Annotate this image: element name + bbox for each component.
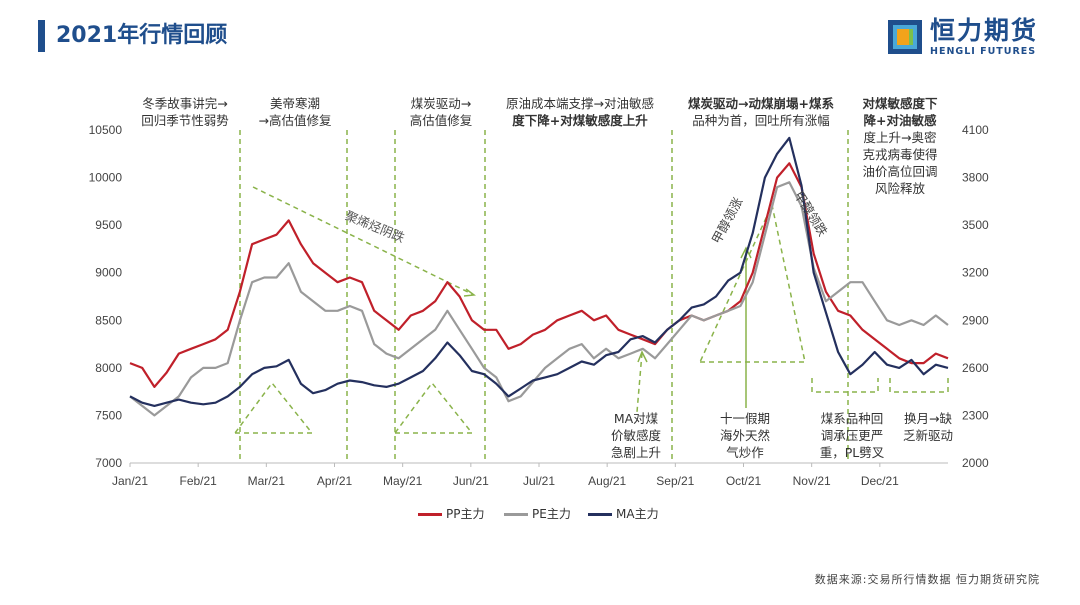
left-axis-tick-label: 7500 <box>95 408 122 422</box>
annotation-ma-sensitivity: MA对煤 价敏感度 急剧上升 <box>610 411 661 460</box>
right-axis-tick-label: 2300 <box>962 408 989 422</box>
x-axis-tick-label: Mar/21 <box>248 474 286 488</box>
downtrend-guide <box>252 186 473 295</box>
x-axis-tick-label: Sep/21 <box>656 474 694 488</box>
x-axis-tick-label: May/21 <box>383 474 423 488</box>
left-axis-tick-label: 10000 <box>89 171 123 185</box>
legend-item-ma: MA主力 <box>588 504 659 524</box>
x-axis-tick-label: Jan/21 <box>112 474 148 488</box>
annotation-omicron: 对煤敏感度下 降+对油敏感 度上升→奥密 克戎病毒使得 油价高位回调 风险释放 <box>862 96 938 196</box>
left-axis-tick-label: 9500 <box>95 218 122 232</box>
range-bracket <box>889 378 949 393</box>
legend-item-pe: PE主力 <box>504 504 571 524</box>
pointer-guide <box>636 352 643 413</box>
annotation-national-holiday: 十一假期 海外天然 气炒作 <box>719 411 770 460</box>
legend-swatch-ma <box>588 513 612 516</box>
right-axis-tick-label: 2000 <box>962 456 989 470</box>
trend-triangle <box>233 381 314 434</box>
logo-mark-icon <box>888 20 922 54</box>
arrow-head-icon <box>740 246 752 259</box>
x-axis-tick-label: Aug/21 <box>588 474 626 488</box>
right-axis-tick-label: 3200 <box>962 266 989 280</box>
legend-swatch-pe <box>504 513 528 516</box>
annotation-contract-roll: 换月→缺 乏新驱动 <box>902 411 953 443</box>
right-axis-tick-label: 2900 <box>962 313 989 327</box>
annotation-coal-pullback: 煤系品种回 调承压更严 重，PL劈叉 <box>819 411 885 460</box>
title-accent-bar <box>38 20 45 52</box>
trend-triangle <box>698 202 806 363</box>
left-axis-tick-label: 7000 <box>95 456 122 470</box>
page-title: 2021年行情回顾 <box>56 23 228 48</box>
right-axis-tick-label: 2600 <box>962 361 989 375</box>
range-bracket <box>811 378 879 393</box>
x-axis-tick-label: Oct/21 <box>726 474 762 488</box>
series-line-ma <box>129 136 949 407</box>
right-axis-tick-label: 4100 <box>962 123 989 137</box>
left-axis-tick-label: 8500 <box>95 313 122 327</box>
annotation-coal-collapse: 煤炭驱动→动煤崩塌+煤系 品种为首，回吐所有涨幅 <box>688 96 834 128</box>
x-axis-tick-label: Jun/21 <box>453 474 489 488</box>
series-line-pe <box>129 181 949 417</box>
left-axis-tick-label: 10500 <box>89 123 123 137</box>
x-axis-tick-label: Dec/21 <box>861 474 899 488</box>
company-logo: 恒力期货 HENGLI FUTURES <box>888 16 1058 60</box>
logo-english-name: HENGLI FUTURES <box>930 46 1037 57</box>
left-axis-tick-label: 8000 <box>95 361 122 375</box>
series-lines <box>129 136 949 417</box>
arrow-head-icon <box>637 350 648 363</box>
left-axis-tick-label: 9000 <box>95 266 122 280</box>
trend-triangle <box>393 381 474 434</box>
logo-chinese-name: 恒力期货 <box>930 16 1039 45</box>
right-axis-tick-label: 3500 <box>962 218 989 232</box>
x-axis-tick-label: Jul/21 <box>523 474 555 488</box>
legend-swatch-pp <box>418 513 442 516</box>
chart-axes: 7000 7500 8000 8500 9000 9500 10000 10500 2000 23… <box>89 123 989 488</box>
annotation-crude-support: 原油成本端支撑→对油敏感 度下降+对煤敏感度上升 <box>506 96 654 128</box>
x-axis-tick-label: Nov/21 <box>793 474 831 488</box>
x-axis-tick-label: Apr/21 <box>317 474 353 488</box>
arrow-head-icon <box>463 288 476 297</box>
chart-legend: PP主力 PE主力 MA主力 <box>0 504 1080 524</box>
x-axis-tick-label: Feb/21 <box>179 474 217 488</box>
annotation-us-cold-wave: 美帝寒潮 →高估值修复 <box>258 96 332 128</box>
series-line-pp <box>129 162 949 388</box>
data-source-note: 数据来源:交易所行情数据 恒力期货研究院 <box>814 573 1040 586</box>
annotation-coal-driver: 煤炭驱动→ 高估值修复 <box>409 96 473 128</box>
phase-divider-lines <box>239 130 849 463</box>
trend-guides <box>233 186 949 434</box>
annotation-winter-story: 冬季故事讲完→ 回归季节性弱势 <box>141 96 229 128</box>
legend-item-pp: PP主力 <box>418 504 484 524</box>
right-axis-tick-label: 3800 <box>962 171 989 185</box>
